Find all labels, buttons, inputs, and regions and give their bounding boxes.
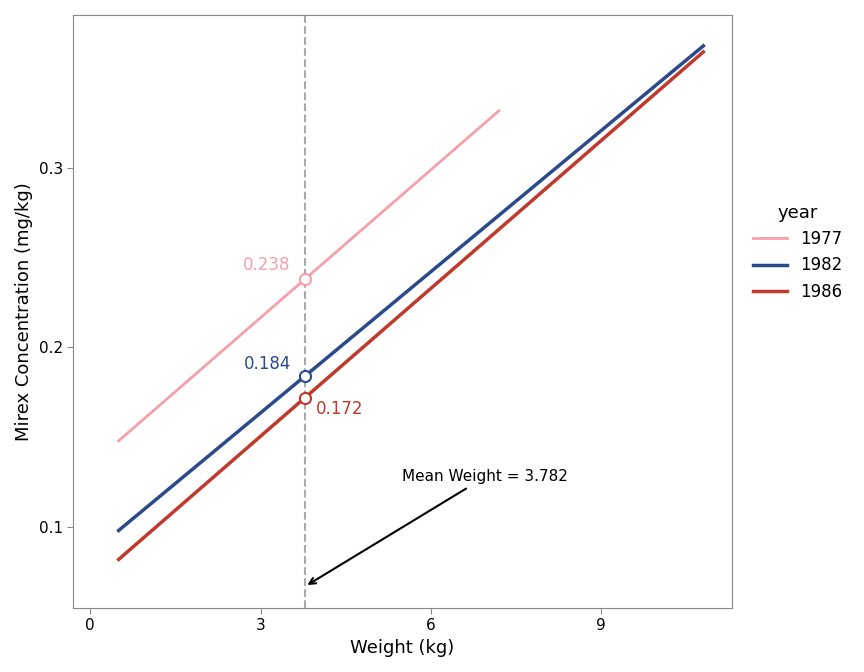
Text: 0.172: 0.172 xyxy=(316,400,364,417)
X-axis label: Weight (kg): Weight (kg) xyxy=(350,639,454,657)
Text: Mean Weight = 3.782: Mean Weight = 3.782 xyxy=(309,469,569,584)
Legend: 1977, 1982, 1986: 1977, 1982, 1986 xyxy=(746,197,849,307)
Y-axis label: Mirex Concentration (mg/kg): Mirex Concentration (mg/kg) xyxy=(15,182,33,441)
Text: 0.184: 0.184 xyxy=(244,355,291,372)
Text: 0.238: 0.238 xyxy=(244,256,291,274)
